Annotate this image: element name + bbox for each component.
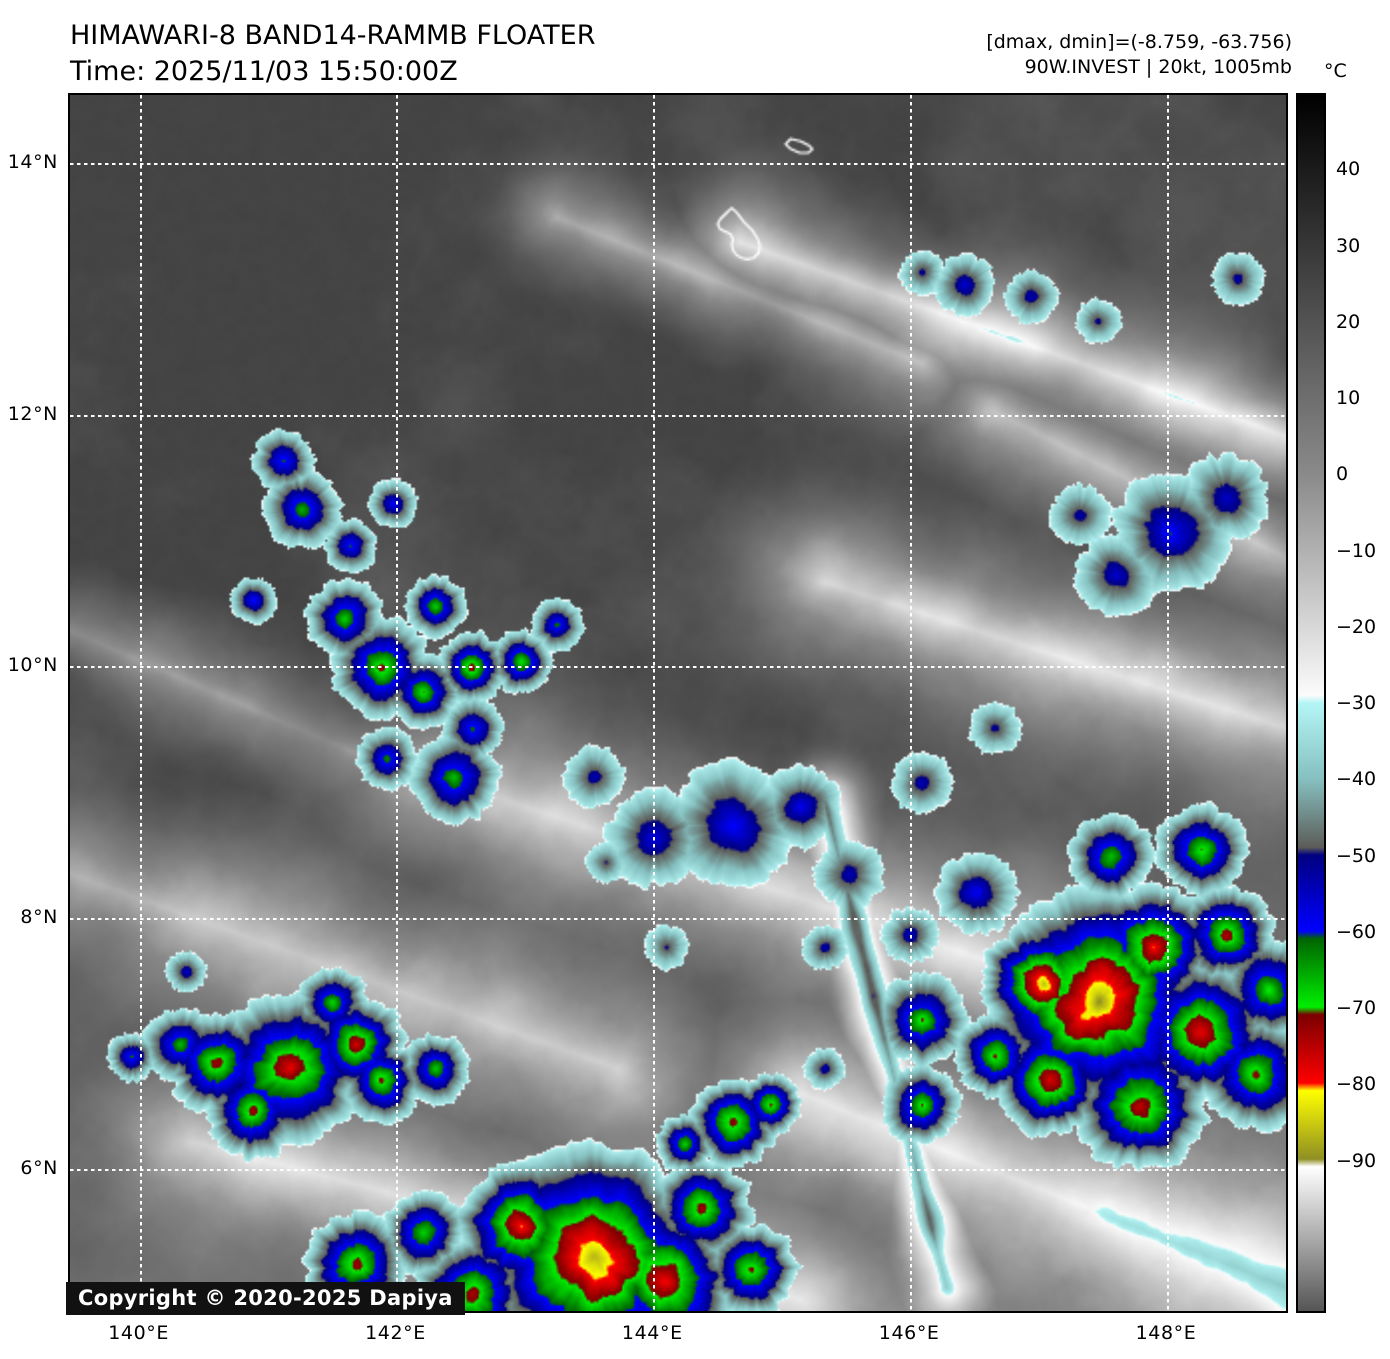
lat-tick-label: 6°N bbox=[20, 1157, 58, 1180]
satellite-map[interactable] bbox=[68, 93, 1288, 1313]
colorbar-tick-label: −20 bbox=[1336, 615, 1377, 638]
lon-tick-label: 146°E bbox=[878, 1322, 940, 1344]
colorbar-tick-label: −70 bbox=[1336, 997, 1377, 1019]
lat-tick-label: 8°N bbox=[20, 905, 58, 928]
copyright-banner: Copyright © 2020-2025 Dapiya bbox=[66, 1282, 465, 1315]
storm-info-readout: 90W.INVEST | 20kt, 1005mb bbox=[1024, 55, 1292, 78]
header-metadata-block: [dmax, dmin]=(-8.759, -63.756) 90W.INVES… bbox=[986, 30, 1292, 79]
colorbar-unit-label: °C bbox=[1324, 60, 1347, 82]
lon-tick-label: 140°E bbox=[108, 1322, 170, 1344]
colorbar-tick-label: 0 bbox=[1336, 463, 1349, 486]
colorbar-tick-label: −10 bbox=[1336, 539, 1377, 562]
colorbar-tick-label: −40 bbox=[1336, 768, 1377, 791]
colorbar-tick-label: −60 bbox=[1336, 920, 1377, 943]
colorbar-tick-label: 30 bbox=[1336, 234, 1361, 257]
lat-tick-label: 10°N bbox=[7, 654, 58, 677]
lon-tick-label: 142°E bbox=[365, 1322, 426, 1344]
colorbar-tick-label: 40 bbox=[1336, 158, 1361, 181]
timestamp-line: Time: 2025/11/03 15:50:00Z bbox=[70, 55, 458, 87]
colorbar-tick-label: −50 bbox=[1336, 844, 1377, 867]
satellite-imagery-canvas bbox=[70, 95, 1286, 1311]
lat-tick-label: 12°N bbox=[7, 402, 58, 425]
dmax-dmin-readout: [dmax, dmin]=(-8.759, -63.756) bbox=[986, 31, 1292, 53]
colorbar-tick-label: −80 bbox=[1336, 1073, 1377, 1096]
colorbar-tick-label: −90 bbox=[1336, 1149, 1377, 1172]
product-title: HIMAWARI-8 BAND14-RAMMB FLOATER bbox=[70, 20, 596, 51]
colorbar-tick-label: −30 bbox=[1336, 692, 1377, 714]
lon-tick-label: 144°E bbox=[621, 1322, 683, 1344]
colorbar-tick-label: 20 bbox=[1336, 310, 1361, 333]
colorbar-frame bbox=[1296, 93, 1326, 1313]
colorbar-gradient bbox=[1298, 95, 1324, 1311]
header-title-block: HIMAWARI-8 BAND14-RAMMB FLOATER Time: 20… bbox=[70, 18, 595, 89]
colorbar-tick-label: 10 bbox=[1336, 387, 1361, 409]
temperature-colorbar[interactable] bbox=[1296, 93, 1326, 1313]
lon-tick-label: 148°E bbox=[1135, 1322, 1197, 1344]
lat-tick-label: 14°N bbox=[7, 151, 58, 174]
